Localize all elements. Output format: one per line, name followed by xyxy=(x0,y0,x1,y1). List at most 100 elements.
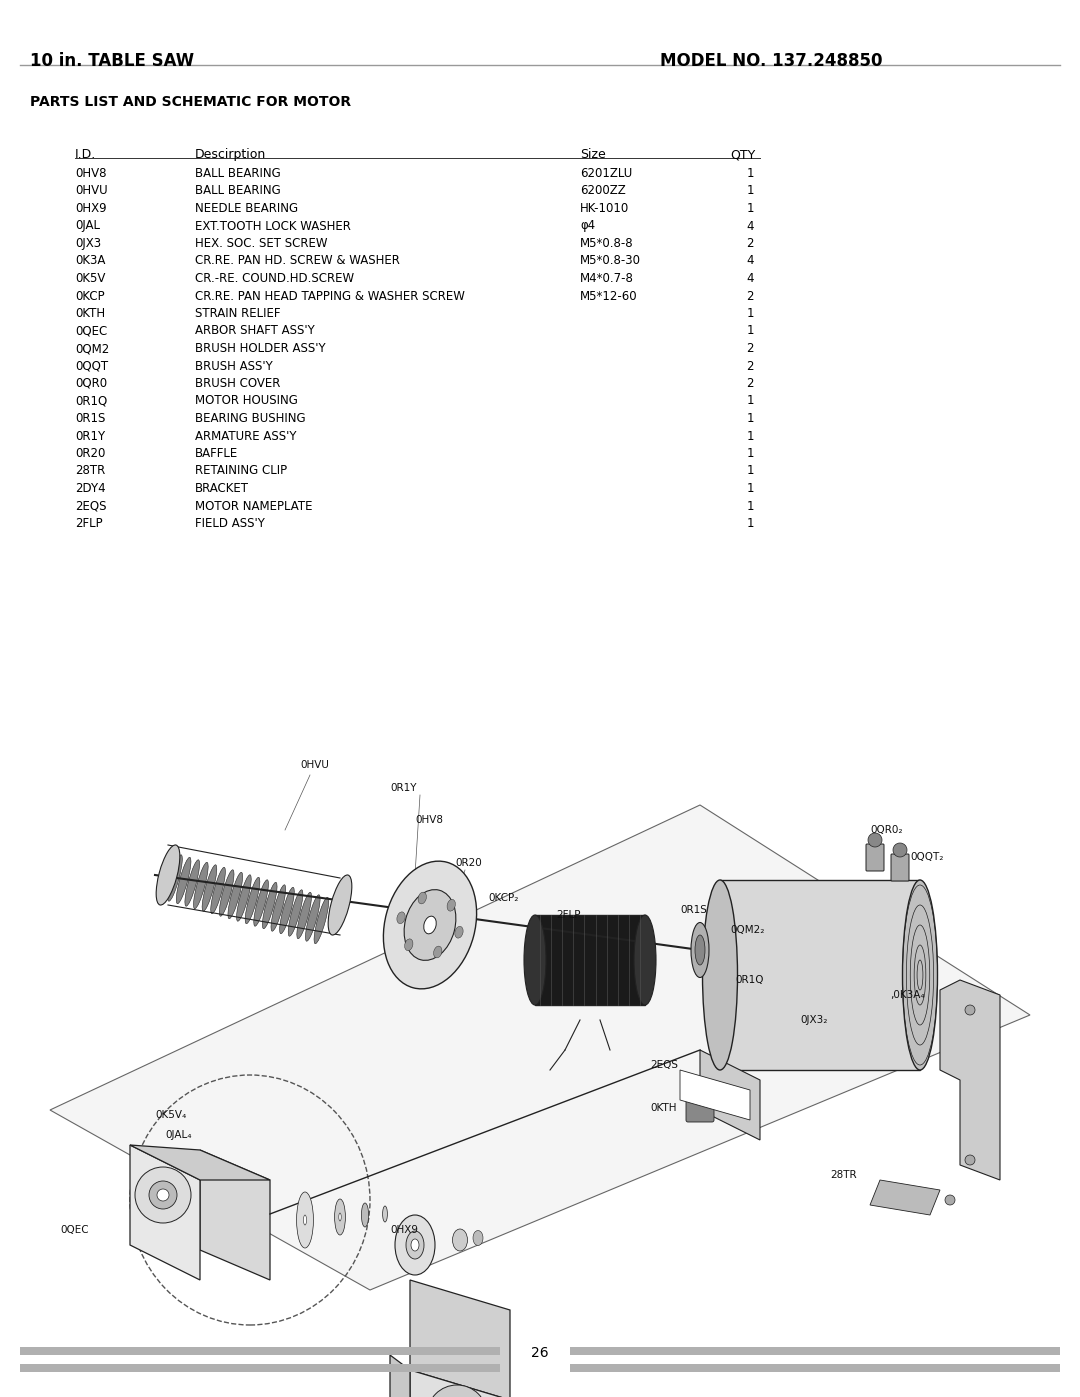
FancyBboxPatch shape xyxy=(686,1098,714,1122)
Polygon shape xyxy=(200,1150,270,1280)
Ellipse shape xyxy=(455,926,463,939)
Text: BRUSH ASS'Y: BRUSH ASS'Y xyxy=(195,359,273,373)
Ellipse shape xyxy=(447,900,456,911)
FancyBboxPatch shape xyxy=(570,1347,1059,1355)
Text: ,0K3A₄: ,0K3A₄ xyxy=(890,990,924,1000)
Text: 1: 1 xyxy=(746,429,754,443)
FancyBboxPatch shape xyxy=(21,1363,500,1372)
Text: 28TR: 28TR xyxy=(75,464,105,478)
Text: M5*0.8-8: M5*0.8-8 xyxy=(580,237,634,250)
FancyBboxPatch shape xyxy=(891,854,909,882)
Text: 0KCP: 0KCP xyxy=(75,289,105,303)
Text: 0R20: 0R20 xyxy=(75,447,106,460)
Text: BEARING BUSHING: BEARING BUSHING xyxy=(195,412,306,425)
Text: Descirption: Descirption xyxy=(195,148,267,161)
Text: BRACKET: BRACKET xyxy=(195,482,249,495)
Text: 2: 2 xyxy=(746,237,754,250)
Text: 0HX9: 0HX9 xyxy=(390,1225,418,1235)
Text: 0KTH: 0KTH xyxy=(650,1104,676,1113)
Text: 0QQT: 0QQT xyxy=(75,359,108,373)
Ellipse shape xyxy=(696,935,705,965)
Polygon shape xyxy=(410,1370,510,1397)
Ellipse shape xyxy=(297,1192,313,1248)
Circle shape xyxy=(868,833,882,847)
Text: 0K3A: 0K3A xyxy=(75,254,106,267)
Ellipse shape xyxy=(335,1199,346,1235)
Text: 4: 4 xyxy=(746,254,754,267)
Ellipse shape xyxy=(634,915,656,1004)
Ellipse shape xyxy=(303,1215,307,1225)
Ellipse shape xyxy=(524,915,546,1004)
Text: 2FLP: 2FLP xyxy=(556,909,581,921)
Ellipse shape xyxy=(406,1231,424,1259)
Ellipse shape xyxy=(237,875,252,921)
Text: BAFFLE: BAFFLE xyxy=(195,447,239,460)
Ellipse shape xyxy=(404,890,456,960)
Text: 0QM2: 0QM2 xyxy=(75,342,109,355)
Text: 1: 1 xyxy=(746,464,754,478)
Text: 0HV8: 0HV8 xyxy=(415,814,443,826)
Text: M5*0.8-30: M5*0.8-30 xyxy=(580,254,642,267)
Ellipse shape xyxy=(245,877,260,923)
Text: RETAINING CLIP: RETAINING CLIP xyxy=(195,464,287,478)
Polygon shape xyxy=(870,1180,940,1215)
Text: 0R1Y: 0R1Y xyxy=(390,782,417,793)
Text: M5*12-60: M5*12-60 xyxy=(580,289,637,303)
Text: 0JAL: 0JAL xyxy=(75,219,100,232)
Ellipse shape xyxy=(288,890,302,936)
Circle shape xyxy=(966,1155,975,1165)
Text: 1: 1 xyxy=(746,168,754,180)
Polygon shape xyxy=(410,1280,510,1397)
Ellipse shape xyxy=(411,1239,419,1250)
Text: BALL BEARING: BALL BEARING xyxy=(195,168,281,180)
Ellipse shape xyxy=(157,845,180,905)
Ellipse shape xyxy=(185,859,200,907)
Text: 1: 1 xyxy=(746,412,754,425)
Ellipse shape xyxy=(271,884,285,932)
Ellipse shape xyxy=(228,872,243,919)
Text: NEEDLE BEARING: NEEDLE BEARING xyxy=(195,203,298,215)
Text: 10 in. TABLE SAW: 10 in. TABLE SAW xyxy=(30,52,194,70)
Text: MODEL NO. 137.248850: MODEL NO. 137.248850 xyxy=(660,52,882,70)
Polygon shape xyxy=(700,1051,760,1140)
Text: MOTOR NAMEPLATE: MOTOR NAMEPLATE xyxy=(195,500,312,513)
Ellipse shape xyxy=(383,861,476,989)
Text: CR.RE. PAN HEAD TAPPING & WASHER SCREW: CR.RE. PAN HEAD TAPPING & WASHER SCREW xyxy=(195,289,464,303)
Polygon shape xyxy=(390,1355,410,1397)
Text: 0K5V₄: 0K5V₄ xyxy=(156,1111,186,1120)
Text: 1: 1 xyxy=(746,324,754,338)
FancyBboxPatch shape xyxy=(866,844,885,870)
Ellipse shape xyxy=(176,858,191,904)
Ellipse shape xyxy=(280,887,294,933)
Ellipse shape xyxy=(418,893,427,904)
Text: 1: 1 xyxy=(746,394,754,408)
Text: 2: 2 xyxy=(746,289,754,303)
Circle shape xyxy=(893,842,907,856)
Polygon shape xyxy=(130,1146,270,1180)
Text: 0KCP₂: 0KCP₂ xyxy=(488,893,518,902)
Ellipse shape xyxy=(453,1229,468,1250)
Text: 0R1S: 0R1S xyxy=(75,412,106,425)
Text: 2EQS: 2EQS xyxy=(650,1060,678,1070)
Text: 2: 2 xyxy=(746,359,754,373)
Polygon shape xyxy=(680,1070,750,1120)
Ellipse shape xyxy=(167,855,183,901)
Text: 0KTH: 0KTH xyxy=(75,307,105,320)
Text: CR.RE. PAN HD. SCREW & WASHER: CR.RE. PAN HD. SCREW & WASHER xyxy=(195,254,400,267)
Circle shape xyxy=(945,1194,955,1206)
Ellipse shape xyxy=(396,912,405,923)
Circle shape xyxy=(427,1384,487,1397)
Ellipse shape xyxy=(362,1203,368,1227)
Ellipse shape xyxy=(382,1206,388,1222)
Text: 2DY4: 2DY4 xyxy=(75,482,106,495)
Text: 2FLP: 2FLP xyxy=(75,517,103,529)
Text: 0QR0₂: 0QR0₂ xyxy=(870,826,903,835)
Ellipse shape xyxy=(702,880,738,1070)
Text: STRAIN RELIEF: STRAIN RELIEF xyxy=(195,307,281,320)
Text: BRUSH COVER: BRUSH COVER xyxy=(195,377,281,390)
Text: 2: 2 xyxy=(746,377,754,390)
Text: MOTOR HOUSING: MOTOR HOUSING xyxy=(195,394,298,408)
Ellipse shape xyxy=(395,1215,435,1275)
Text: 0QEC: 0QEC xyxy=(75,324,107,338)
Text: 1: 1 xyxy=(746,500,754,513)
